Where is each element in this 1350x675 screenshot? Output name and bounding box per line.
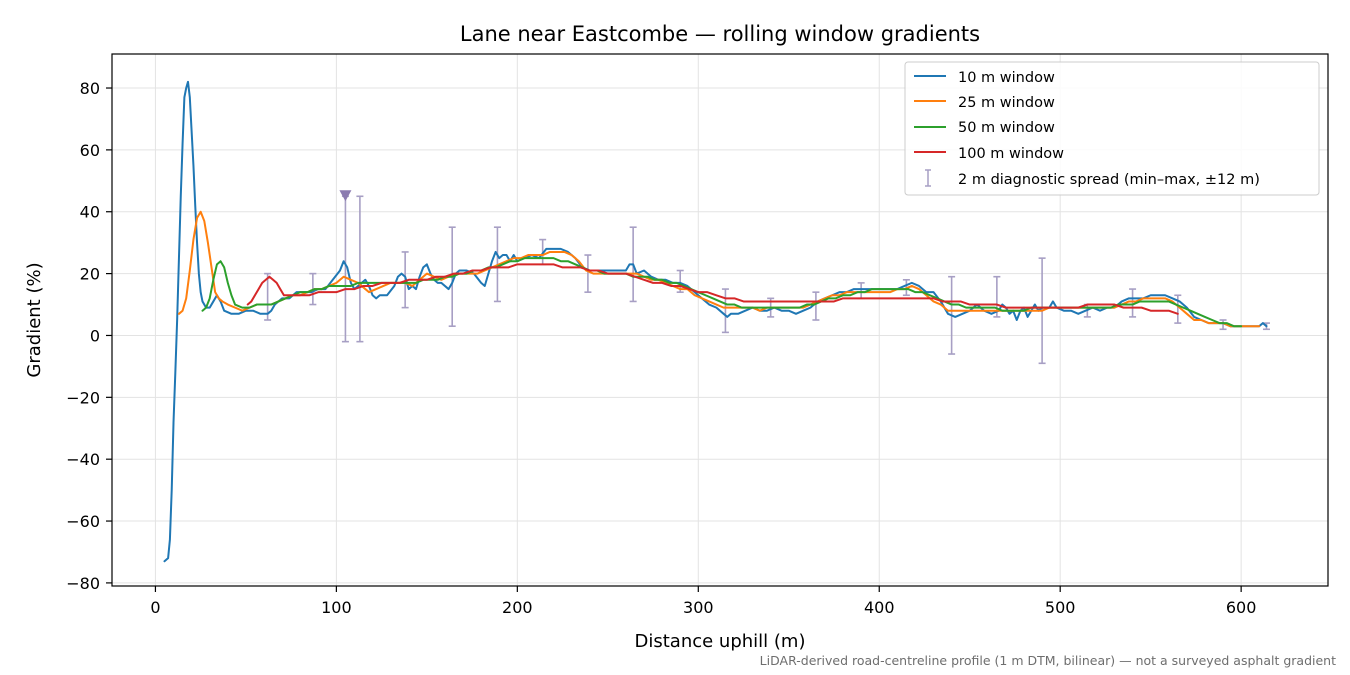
series-line-2	[201, 257, 1243, 328]
legend-swatch-spread	[925, 169, 931, 187]
y-tick-label: −80	[66, 574, 100, 593]
x-tick-label: 500	[1045, 598, 1076, 617]
series-line-3	[246, 263, 1179, 315]
legend-box	[904, 61, 1320, 196]
legend-label-100m: 100 m window	[958, 146, 1064, 162]
x-tick-label: 0	[150, 598, 160, 617]
x-axis-title: Distance uphill (m)	[635, 631, 806, 652]
y-tick-label: 20	[80, 265, 100, 284]
footnote: LiDAR-derived road-centreline profile (1…	[760, 653, 1336, 668]
y-tick-label: 60	[80, 141, 100, 160]
spread-bar	[356, 195, 364, 343]
x-tick-label: 400	[864, 598, 895, 617]
y-tick-label: 40	[80, 203, 100, 222]
legend-label-50m: 50 m window	[958, 120, 1055, 136]
marker-layer	[339, 190, 352, 202]
legend-label-25m: 25 m window	[958, 95, 1055, 111]
y-axis-title: Gradient (%)	[24, 262, 45, 377]
spread-bar	[264, 272, 272, 321]
clipped-spread-marker	[339, 190, 352, 202]
spread-bar	[857, 282, 865, 300]
spread-bar	[1219, 319, 1227, 331]
plot-frame	[111, 53, 1329, 587]
tick-layer: 0 100 200 300 400 500 600 −80 −60 −40 −20 0 20 40 60 80	[66, 79, 1256, 617]
spread-bar	[584, 254, 592, 293]
spread-bar	[721, 288, 729, 334]
y-tick-label: 80	[80, 79, 100, 98]
x-tick-label: 100	[321, 598, 352, 617]
y-tick-label: 0	[90, 326, 100, 345]
legend-label-spread: 2 m diagnostic spread (min–max, ±12 m)	[958, 172, 1260, 188]
x-tick-label: 600	[1226, 598, 1257, 617]
y-tick-label: −20	[66, 388, 100, 407]
series-layer	[163, 80, 1268, 563]
x-tick-label: 200	[502, 598, 533, 617]
legend: 10 m window 25 m window 50 m window 100 …	[904, 61, 1320, 196]
y-tick-label: −40	[66, 450, 100, 469]
y-tick-label: −60	[66, 512, 100, 531]
spread-bar	[812, 291, 820, 321]
legend-label-10m: 10 m window	[958, 70, 1055, 86]
spread-bar	[1129, 288, 1137, 318]
chart-title: Lane near Eastcombe — rolling window gra…	[460, 22, 980, 46]
x-tick-label: 300	[683, 598, 714, 617]
